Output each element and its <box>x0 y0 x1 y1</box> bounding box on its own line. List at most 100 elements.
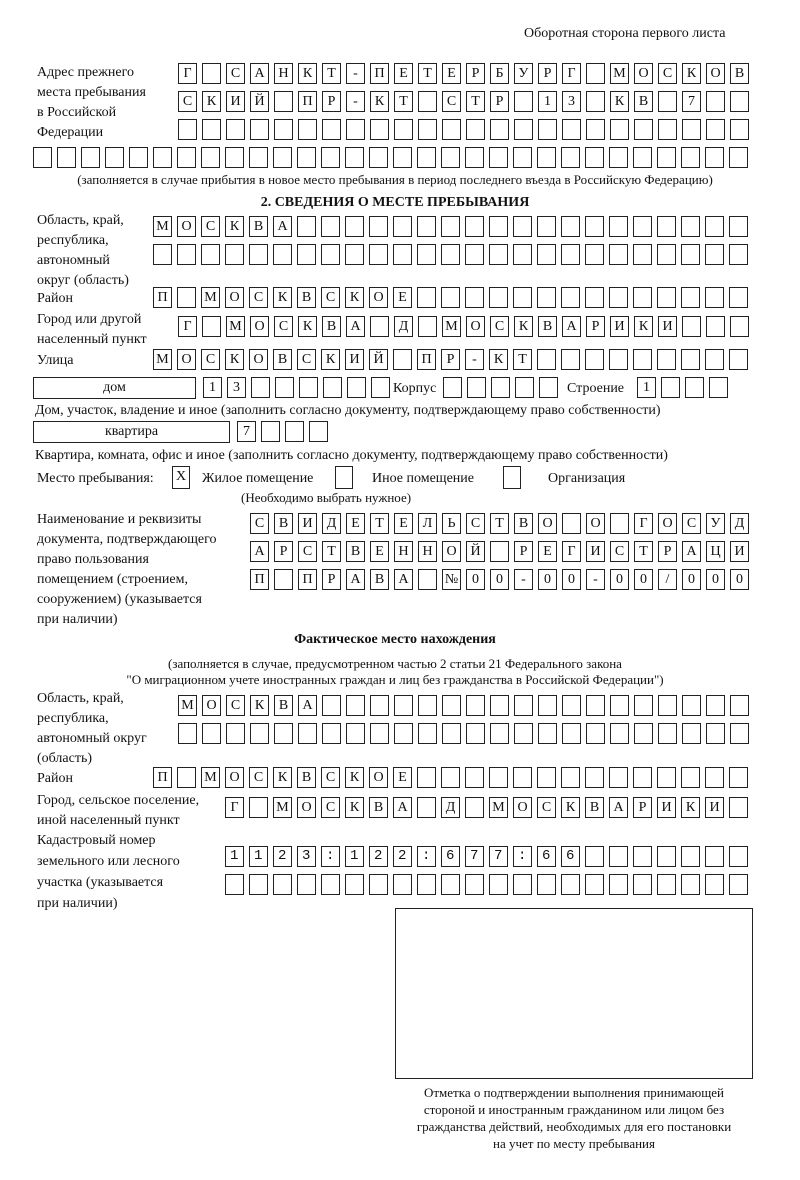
char-cell[interactable] <box>513 287 532 308</box>
char-cell[interactable] <box>730 119 749 140</box>
char-cell[interactable]: 7 <box>237 421 256 442</box>
checkbox-residential[interactable]: X <box>172 466 190 489</box>
char-cell[interactable]: Т <box>466 91 485 112</box>
char-cell[interactable] <box>729 767 748 788</box>
char-cell[interactable]: Е <box>538 541 557 562</box>
char-cell[interactable] <box>729 287 748 308</box>
char-cell[interactable] <box>729 349 748 370</box>
char-cell[interactable] <box>562 695 581 716</box>
char-cell[interactable] <box>490 541 509 562</box>
char-cell[interactable] <box>513 846 532 867</box>
char-cell[interactable] <box>490 723 509 744</box>
char-cell[interactable] <box>537 216 556 237</box>
char-cell[interactable] <box>561 846 580 867</box>
char-cell[interactable]: Р <box>274 541 293 562</box>
char-cell[interactable] <box>489 287 508 308</box>
char-cell[interactable] <box>442 119 461 140</box>
char-cell[interactable]: Г <box>178 316 197 337</box>
char-cell[interactable]: Т <box>418 63 437 84</box>
char-cell[interactable]: К <box>298 63 317 84</box>
char-cell[interactable] <box>417 216 436 237</box>
char-cell[interactable] <box>467 377 486 398</box>
char-cell[interactable] <box>489 147 508 168</box>
char-cell[interactable] <box>153 244 172 265</box>
char-cell[interactable] <box>273 147 292 168</box>
char-cell[interactable]: М <box>273 797 292 818</box>
char-cell[interactable]: К <box>345 287 364 308</box>
char-cell[interactable] <box>705 244 724 265</box>
char-cell[interactable]: А <box>273 216 292 237</box>
char-cell[interactable]: С <box>610 541 629 562</box>
char-cell[interactable] <box>585 349 604 370</box>
char-cell[interactable] <box>729 797 748 818</box>
char-cell[interactable]: Д <box>322 513 341 534</box>
char-cell[interactable]: К <box>345 767 364 788</box>
char-cell[interactable]: Г <box>225 797 244 818</box>
char-cell[interactable] <box>250 723 269 744</box>
char-cell[interactable] <box>538 723 557 744</box>
char-cell[interactable]: 0 <box>706 569 725 590</box>
char-cell[interactable] <box>729 874 748 895</box>
char-cell[interactable] <box>515 377 534 398</box>
char-cell[interactable] <box>682 723 701 744</box>
char-cell[interactable] <box>730 723 749 744</box>
char-cell[interactable]: С <box>178 91 197 112</box>
char-cell[interactable]: М <box>153 349 172 370</box>
char-cell[interactable]: Т <box>322 63 341 84</box>
char-cell[interactable]: А <box>562 316 581 337</box>
char-cell[interactable]: 0 <box>562 569 581 590</box>
char-cell[interactable] <box>466 723 485 744</box>
char-cell[interactable] <box>298 119 317 140</box>
char-cell[interactable] <box>309 421 328 442</box>
char-cell[interactable] <box>682 119 701 140</box>
char-cell[interactable] <box>661 377 680 398</box>
char-cell[interactable]: Й <box>369 349 388 370</box>
char-cell[interactable] <box>466 119 485 140</box>
char-cell[interactable] <box>418 723 437 744</box>
char-cell[interactable] <box>274 119 293 140</box>
char-cell[interactable] <box>441 147 460 168</box>
char-cell[interactable] <box>685 377 704 398</box>
char-cell[interactable]: М <box>442 316 461 337</box>
char-cell[interactable] <box>585 767 604 788</box>
char-cell[interactable] <box>514 723 533 744</box>
char-cell[interactable]: С <box>321 797 340 818</box>
char-cell[interactable] <box>347 377 366 398</box>
char-cell[interactable] <box>369 874 388 895</box>
char-cell[interactable]: А <box>346 569 365 590</box>
char-cell[interactable] <box>705 216 724 237</box>
char-cell[interactable] <box>538 119 557 140</box>
char-cell[interactable] <box>561 287 580 308</box>
char-cell[interactable]: В <box>249 216 268 237</box>
char-cell[interactable] <box>202 723 221 744</box>
char-cell[interactable]: Р <box>514 541 533 562</box>
char-cell[interactable]: Е <box>393 287 412 308</box>
char-cell[interactable] <box>513 216 532 237</box>
char-cell[interactable] <box>706 723 725 744</box>
char-cell[interactable]: В <box>297 287 316 308</box>
char-cell[interactable]: Т <box>322 541 341 562</box>
char-cell[interactable] <box>202 316 221 337</box>
char-cell[interactable] <box>441 874 460 895</box>
char-cell[interactable]: П <box>153 767 172 788</box>
char-cell[interactable] <box>249 147 268 168</box>
char-cell[interactable] <box>345 147 364 168</box>
char-cell[interactable]: Д <box>441 797 460 818</box>
char-cell[interactable] <box>321 216 340 237</box>
char-cell[interactable] <box>633 287 652 308</box>
char-cell[interactable]: И <box>657 797 676 818</box>
char-cell[interactable]: - <box>465 349 484 370</box>
char-cell[interactable]: Р <box>466 63 485 84</box>
char-cell[interactable] <box>273 846 292 867</box>
char-cell[interactable] <box>729 846 748 867</box>
char-cell[interactable]: Т <box>394 91 413 112</box>
char-cell[interactable]: О <box>466 316 485 337</box>
char-cell[interactable] <box>705 287 724 308</box>
char-cell[interactable] <box>33 147 52 168</box>
char-cell[interactable]: № <box>442 569 461 590</box>
char-cell[interactable] <box>633 767 652 788</box>
char-cell[interactable]: У <box>514 63 533 84</box>
char-cell[interactable] <box>633 874 652 895</box>
char-cell[interactable] <box>586 723 605 744</box>
char-cell[interactable]: И <box>586 541 605 562</box>
